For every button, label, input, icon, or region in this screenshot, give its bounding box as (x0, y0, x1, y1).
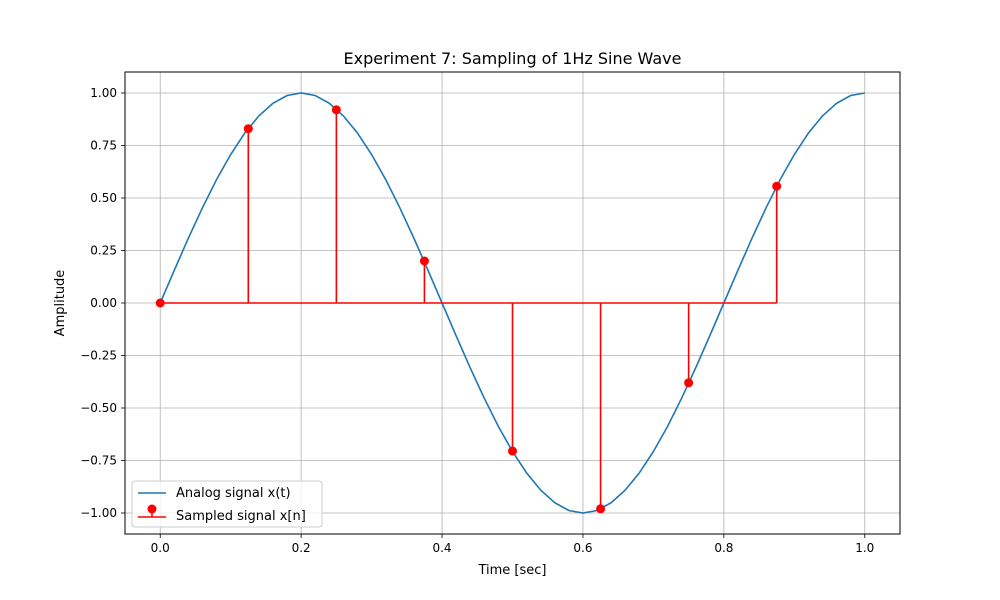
sample-point (155, 298, 165, 308)
legend: Analog signal x(t) Sampled signal x[n] (131, 480, 323, 528)
sample-point (419, 256, 429, 266)
legend-sampled-label: Sampled signal x[n] (176, 509, 306, 524)
plot-series (155, 92, 865, 514)
y-tick-label: −1.00 (80, 506, 117, 520)
legend-frame (131, 480, 323, 528)
x-tick-label: 1.0 (855, 541, 874, 555)
y-tick-label: 0.75 (90, 139, 117, 153)
y-tick-label: 1.00 (90, 86, 117, 100)
sample-point (596, 504, 606, 514)
y-tick-label: 0.50 (90, 191, 117, 205)
x-tick-label: 0.6 (573, 541, 592, 555)
x-tick-label: 0.2 (292, 541, 311, 555)
x-axis-label: Time [sec] (477, 563, 546, 578)
y-tick-label: −0.75 (80, 454, 117, 468)
y-tick-label: 0.00 (90, 296, 117, 310)
sample-point (684, 378, 694, 388)
x-tick-label: 0.8 (714, 541, 733, 555)
legend-analog-label: Analog signal x(t) (176, 486, 291, 501)
sample-point (331, 105, 341, 115)
x-tick-label: 0.4 (432, 541, 451, 555)
x-tick-label: 0.0 (151, 541, 170, 555)
sample-point (508, 446, 517, 456)
y-tick-label: −0.25 (80, 349, 117, 363)
y-tick-label: −0.50 (80, 401, 117, 415)
legend-sampled-marker (147, 504, 157, 514)
y-tick-label: 0.25 (90, 244, 117, 258)
sample-point (772, 181, 782, 191)
y-axis-label: Amplitude (53, 270, 68, 337)
sample-point (243, 124, 253, 134)
chart-title: Experiment 7: Sampling of 1Hz Sine Wave (344, 49, 682, 68)
axis-ticks: 0.0 0.2 0.4 0.6 0.8 1.0 1.00 0.75 0.50 0.25 0.00 −0… (80, 86, 874, 555)
